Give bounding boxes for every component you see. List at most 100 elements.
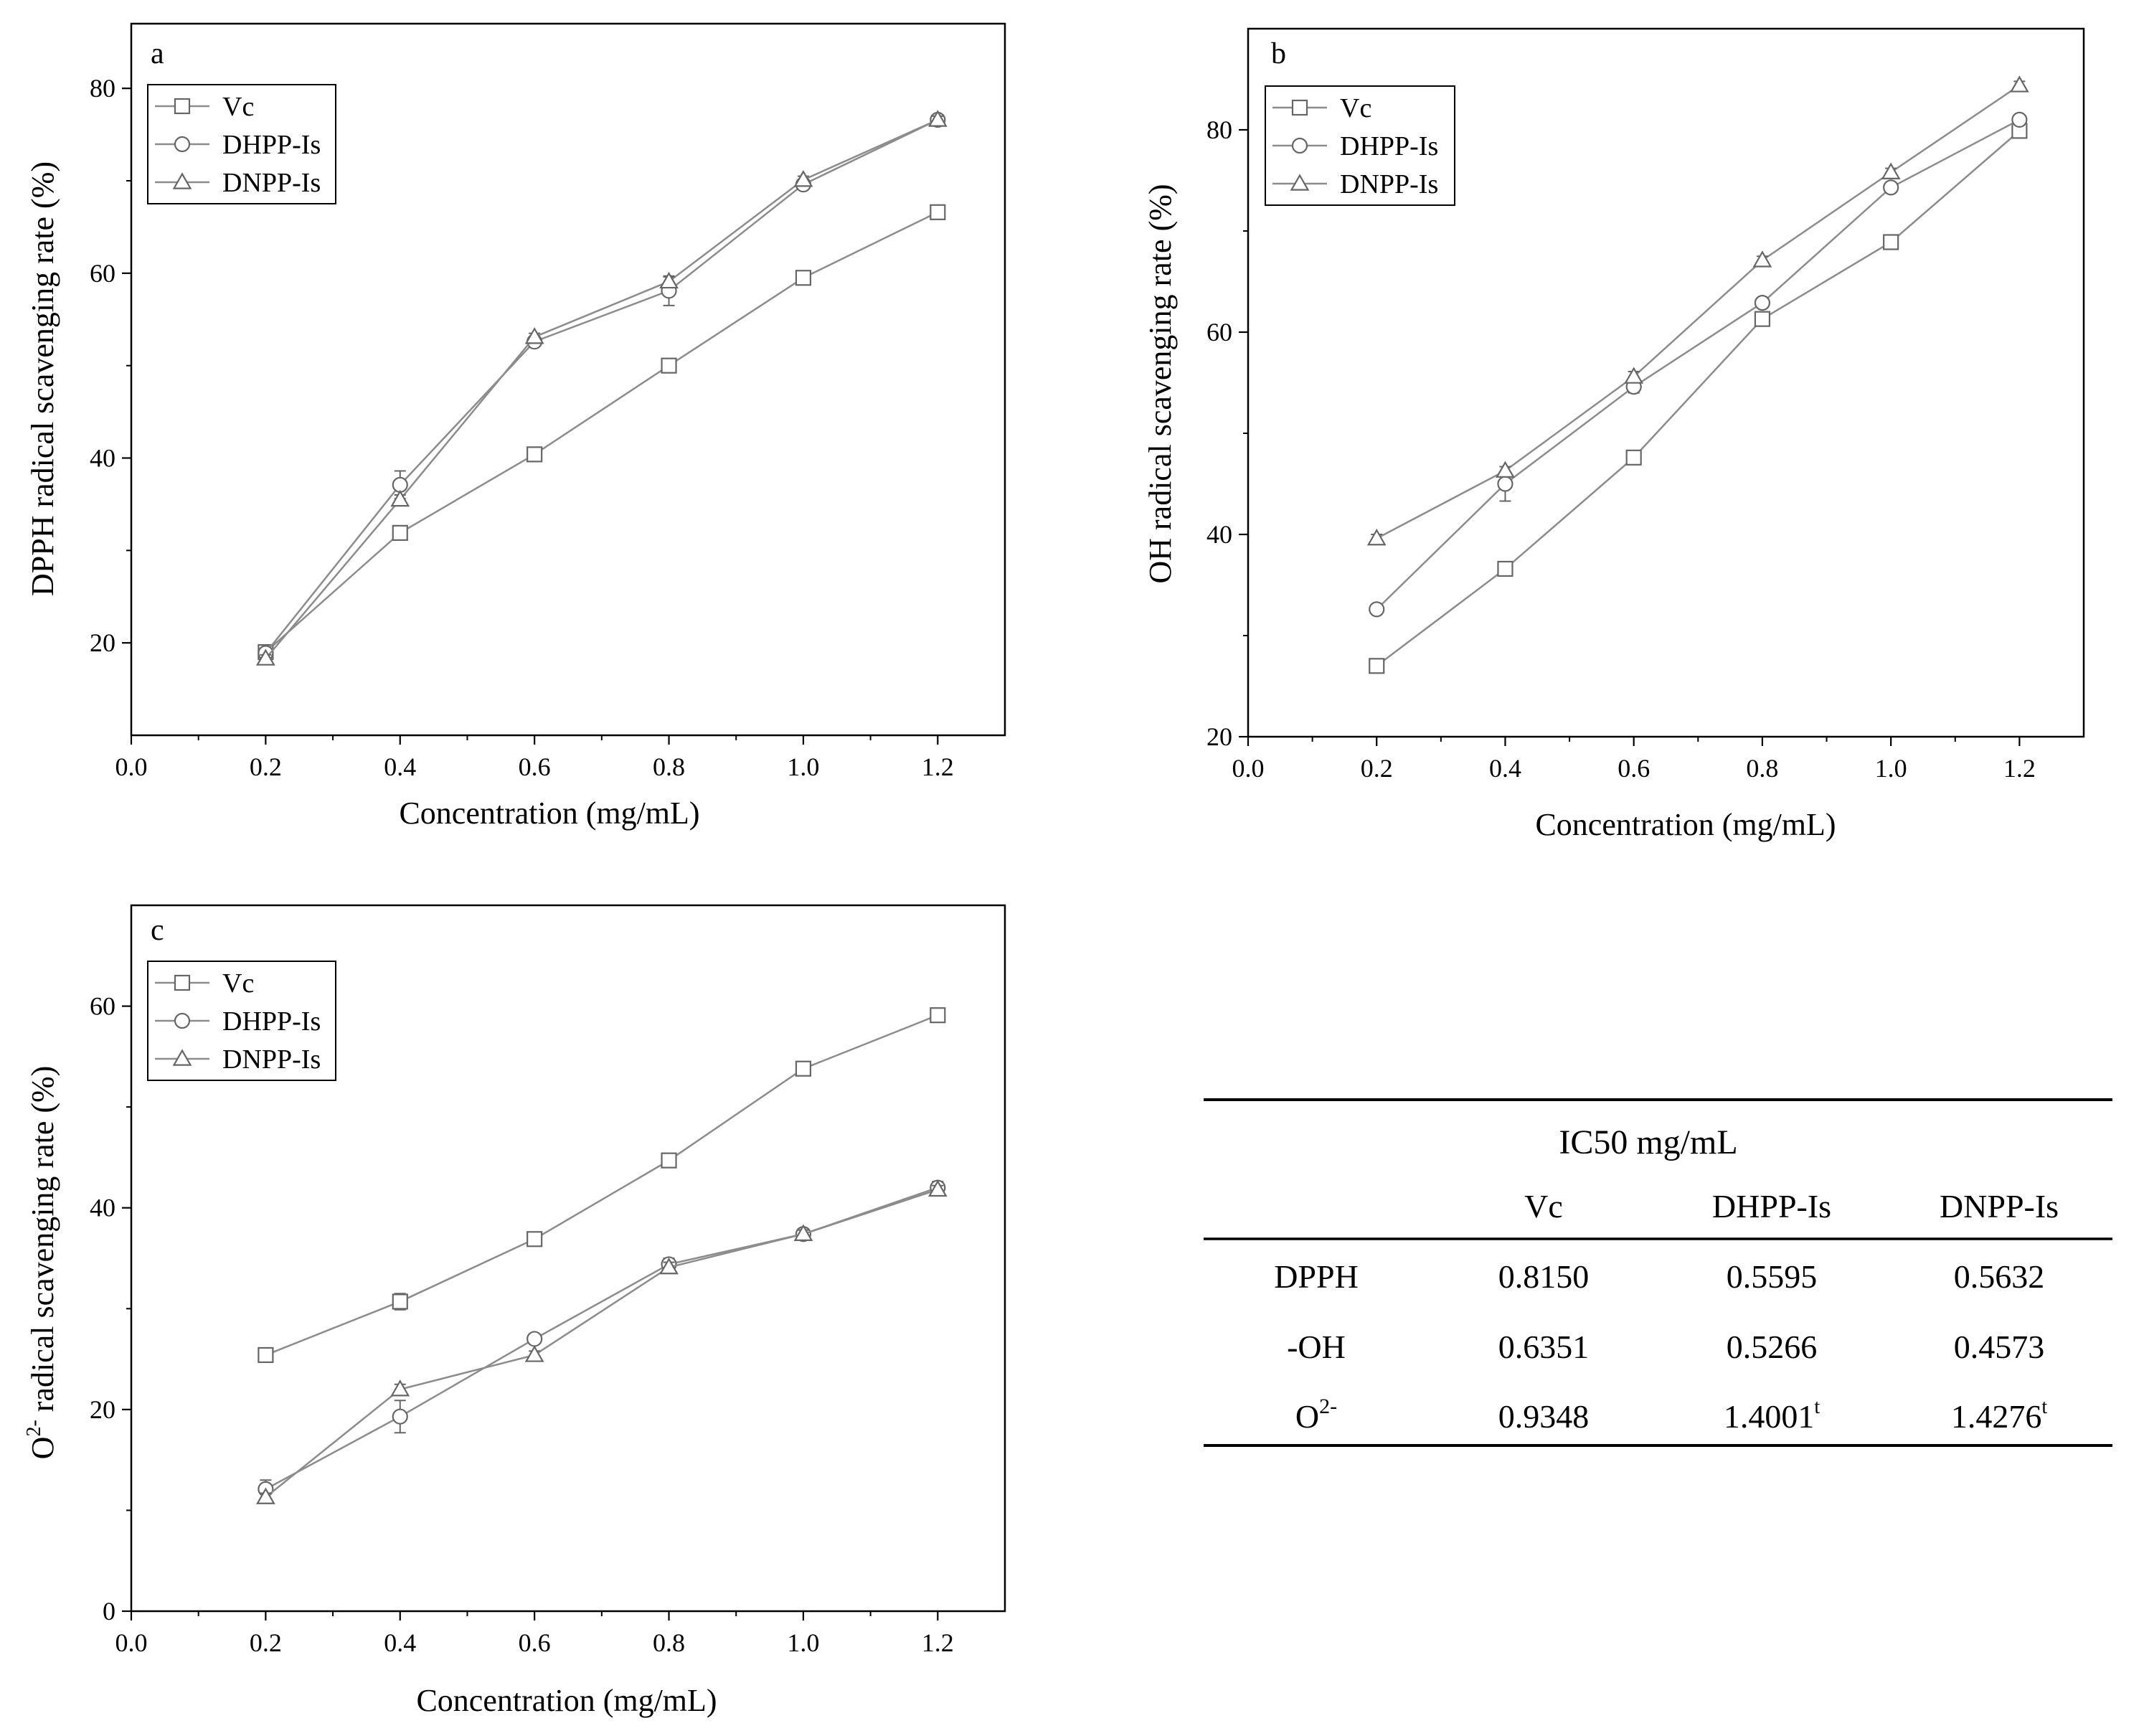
data-point-vc [1625, 449, 1642, 466]
data-point-vc [258, 1346, 274, 1364]
legend-entry-dhpp-is: DHPP-Is [1272, 131, 1438, 161]
data-point-dnpp-is [255, 648, 275, 666]
table-column-header: Vc [1524, 1188, 1563, 1225]
data-point-dnpp-is [1752, 250, 1772, 268]
data-point-vc [930, 204, 946, 220]
data-point-dnpp-is [659, 1257, 679, 1275]
cell-superscript: t [1814, 1396, 1820, 1418]
data-point-vc [526, 1231, 543, 1247]
data-point-dnpp-is [1881, 162, 1901, 179]
series-line-dnpp-is [265, 1189, 938, 1499]
table-header-row: Vc DHPP-Is DNPP-Is [1524, 1188, 2059, 1225]
data-point-vc [795, 1060, 812, 1077]
legend-entries: Vc DHPP-Is DNPP-Is [155, 92, 321, 198]
x-tick-label: 0.6 [519, 753, 551, 781]
data-point-vc [661, 357, 677, 374]
y-axis-title: OH radical scavenging rate (%) [1143, 184, 1178, 583]
legend-entry-dhpp-is: DHPP-Is [155, 1006, 321, 1037]
data-point-vc [1497, 560, 1513, 577]
series-layer [1366, 75, 2029, 674]
data-point-dnpp-is [524, 327, 544, 344]
legend-entry-dnpp-is: DNPP-Is [155, 1044, 321, 1075]
x-tick-label: 1.2 [2003, 754, 2036, 783]
legend-label: DHPP-Is [222, 1006, 321, 1037]
legend-entry-vc: Vc [1272, 93, 1371, 123]
legend-label: DNPP-Is [222, 168, 321, 198]
table-body: DPPH 0.8150 0.5595 0.5632 -OH 0.6351 0.5266 0.4… [1274, 1258, 2047, 1435]
legend-entry-dnpp-is: DNPP-Is [155, 168, 321, 198]
plot-frame [130, 904, 1006, 1613]
data-point-dnpp-is [793, 170, 813, 187]
series-dhpp-is [258, 1179, 946, 1499]
series-dhpp-is [258, 111, 946, 661]
table-column-header: DHPP-Is [1712, 1188, 1831, 1225]
table-row-label: DPPH [1274, 1258, 1359, 1295]
cell-value: 1.4001 [1724, 1398, 1815, 1435]
legend-label: Vc [1340, 93, 1371, 123]
x-tick-label: 0.8 [653, 753, 685, 781]
table-cell: 0.8150 [1498, 1258, 1590, 1295]
y-tick-label: 60 [90, 259, 115, 288]
y-tick-label: 20 [90, 628, 115, 657]
x-tick-label: 1.0 [787, 753, 819, 781]
y-title-main: O [25, 1437, 60, 1460]
y-axis: 20 40 60 80 [90, 74, 131, 657]
row-label-text: O [1295, 1398, 1319, 1435]
legend-entry-vc: Vc [155, 92, 254, 122]
data-point-vc [526, 446, 543, 463]
data-point-vc [930, 1007, 946, 1024]
legend-label: DNPP-Is [1340, 169, 1438, 199]
table-cell: 0.5266 [1727, 1329, 1818, 1365]
y-tick-label: 60 [90, 992, 115, 1021]
legend-entries: Vc DHPP-Is DNPP-Is [155, 968, 321, 1075]
x-axis-title: Concentration (mg/mL) [416, 1683, 717, 1718]
legend-entry-dhpp-is: DHPP-Is [155, 130, 321, 160]
legend-entries: Vc DHPP-Is DNPP-Is [1272, 93, 1438, 199]
data-point-dnpp-is [927, 110, 948, 127]
cell-value: 0.5632 [1954, 1258, 2045, 1295]
y-axis: 20 40 60 80 [1206, 115, 1248, 751]
data-point-vc [1754, 311, 1771, 327]
y-tick-label: 20 [1206, 722, 1232, 751]
y-title-superscript: 2- [23, 1420, 45, 1436]
y-tick-label: 80 [1206, 115, 1232, 144]
series-line-dhpp-is [265, 1187, 938, 1491]
legend-entry-vc: Vc [155, 968, 254, 999]
table-cell: 0.4573 [1954, 1329, 2045, 1365]
data-point-dnpp-is [927, 1179, 948, 1197]
legend-marker [172, 172, 192, 189]
table-row-label: O2- [1295, 1395, 1337, 1435]
series-dnpp-is [255, 110, 948, 666]
cell-value: 1.4276 [1951, 1398, 2042, 1435]
table-row-label: -OH [1287, 1329, 1346, 1365]
data-point-dnpp-is [2009, 75, 2029, 93]
data-point-dhpp-is [1369, 601, 1385, 618]
x-tick-label: 0.6 [1618, 754, 1650, 783]
y-title-rest: radical scavenging rate (%) [25, 1066, 60, 1420]
chart-panel-c: c 0.0 0.2 0.4 0.6 0.8 1.0 1.2 0 20 40 60 Vc DHPP-I… [23, 904, 1006, 1718]
data-point-dnpp-is [1366, 528, 1387, 546]
table-column-header: DNPP-Is [1940, 1188, 2059, 1225]
series-line-vc [265, 211, 938, 653]
data-point-vc [1883, 234, 1899, 250]
x-tick-label: 0.0 [1232, 754, 1265, 783]
series-line-dnpp-is [265, 118, 938, 659]
x-tick-label: 1.0 [1875, 754, 1907, 783]
data-point-dhpp-is [1883, 179, 1899, 196]
table-row: O2- 0.9348 1.4001t 1.4276t [1295, 1395, 2047, 1435]
cell-value: 0.6351 [1498, 1329, 1590, 1365]
chart-panel-b: b 0.0 0.2 0.4 0.6 0.8 1.0 1.2 20 40 60 80 Vc DHPP-… [1143, 27, 2085, 842]
data-point-dnpp-is [1624, 367, 1644, 384]
x-tick-label: 0.2 [1361, 754, 1393, 783]
x-tick-label: 0.2 [250, 753, 282, 781]
table-cell: 0.6351 [1498, 1329, 1590, 1365]
data-point-vc [392, 524, 408, 541]
x-axis: 0.0 0.2 0.4 0.6 0.8 1.0 1.2 [115, 735, 954, 781]
legend-entry-dnpp-is: DNPP-Is [1272, 169, 1438, 199]
y-tick-label: 20 [90, 1395, 115, 1424]
row-label-text: -OH [1287, 1329, 1346, 1365]
series-line-vc [1376, 130, 2021, 667]
legend: Vc DHPP-Is DNPP-Is [147, 961, 336, 1081]
legend-marker [1290, 174, 1310, 191]
data-point-dnpp-is [390, 489, 410, 507]
